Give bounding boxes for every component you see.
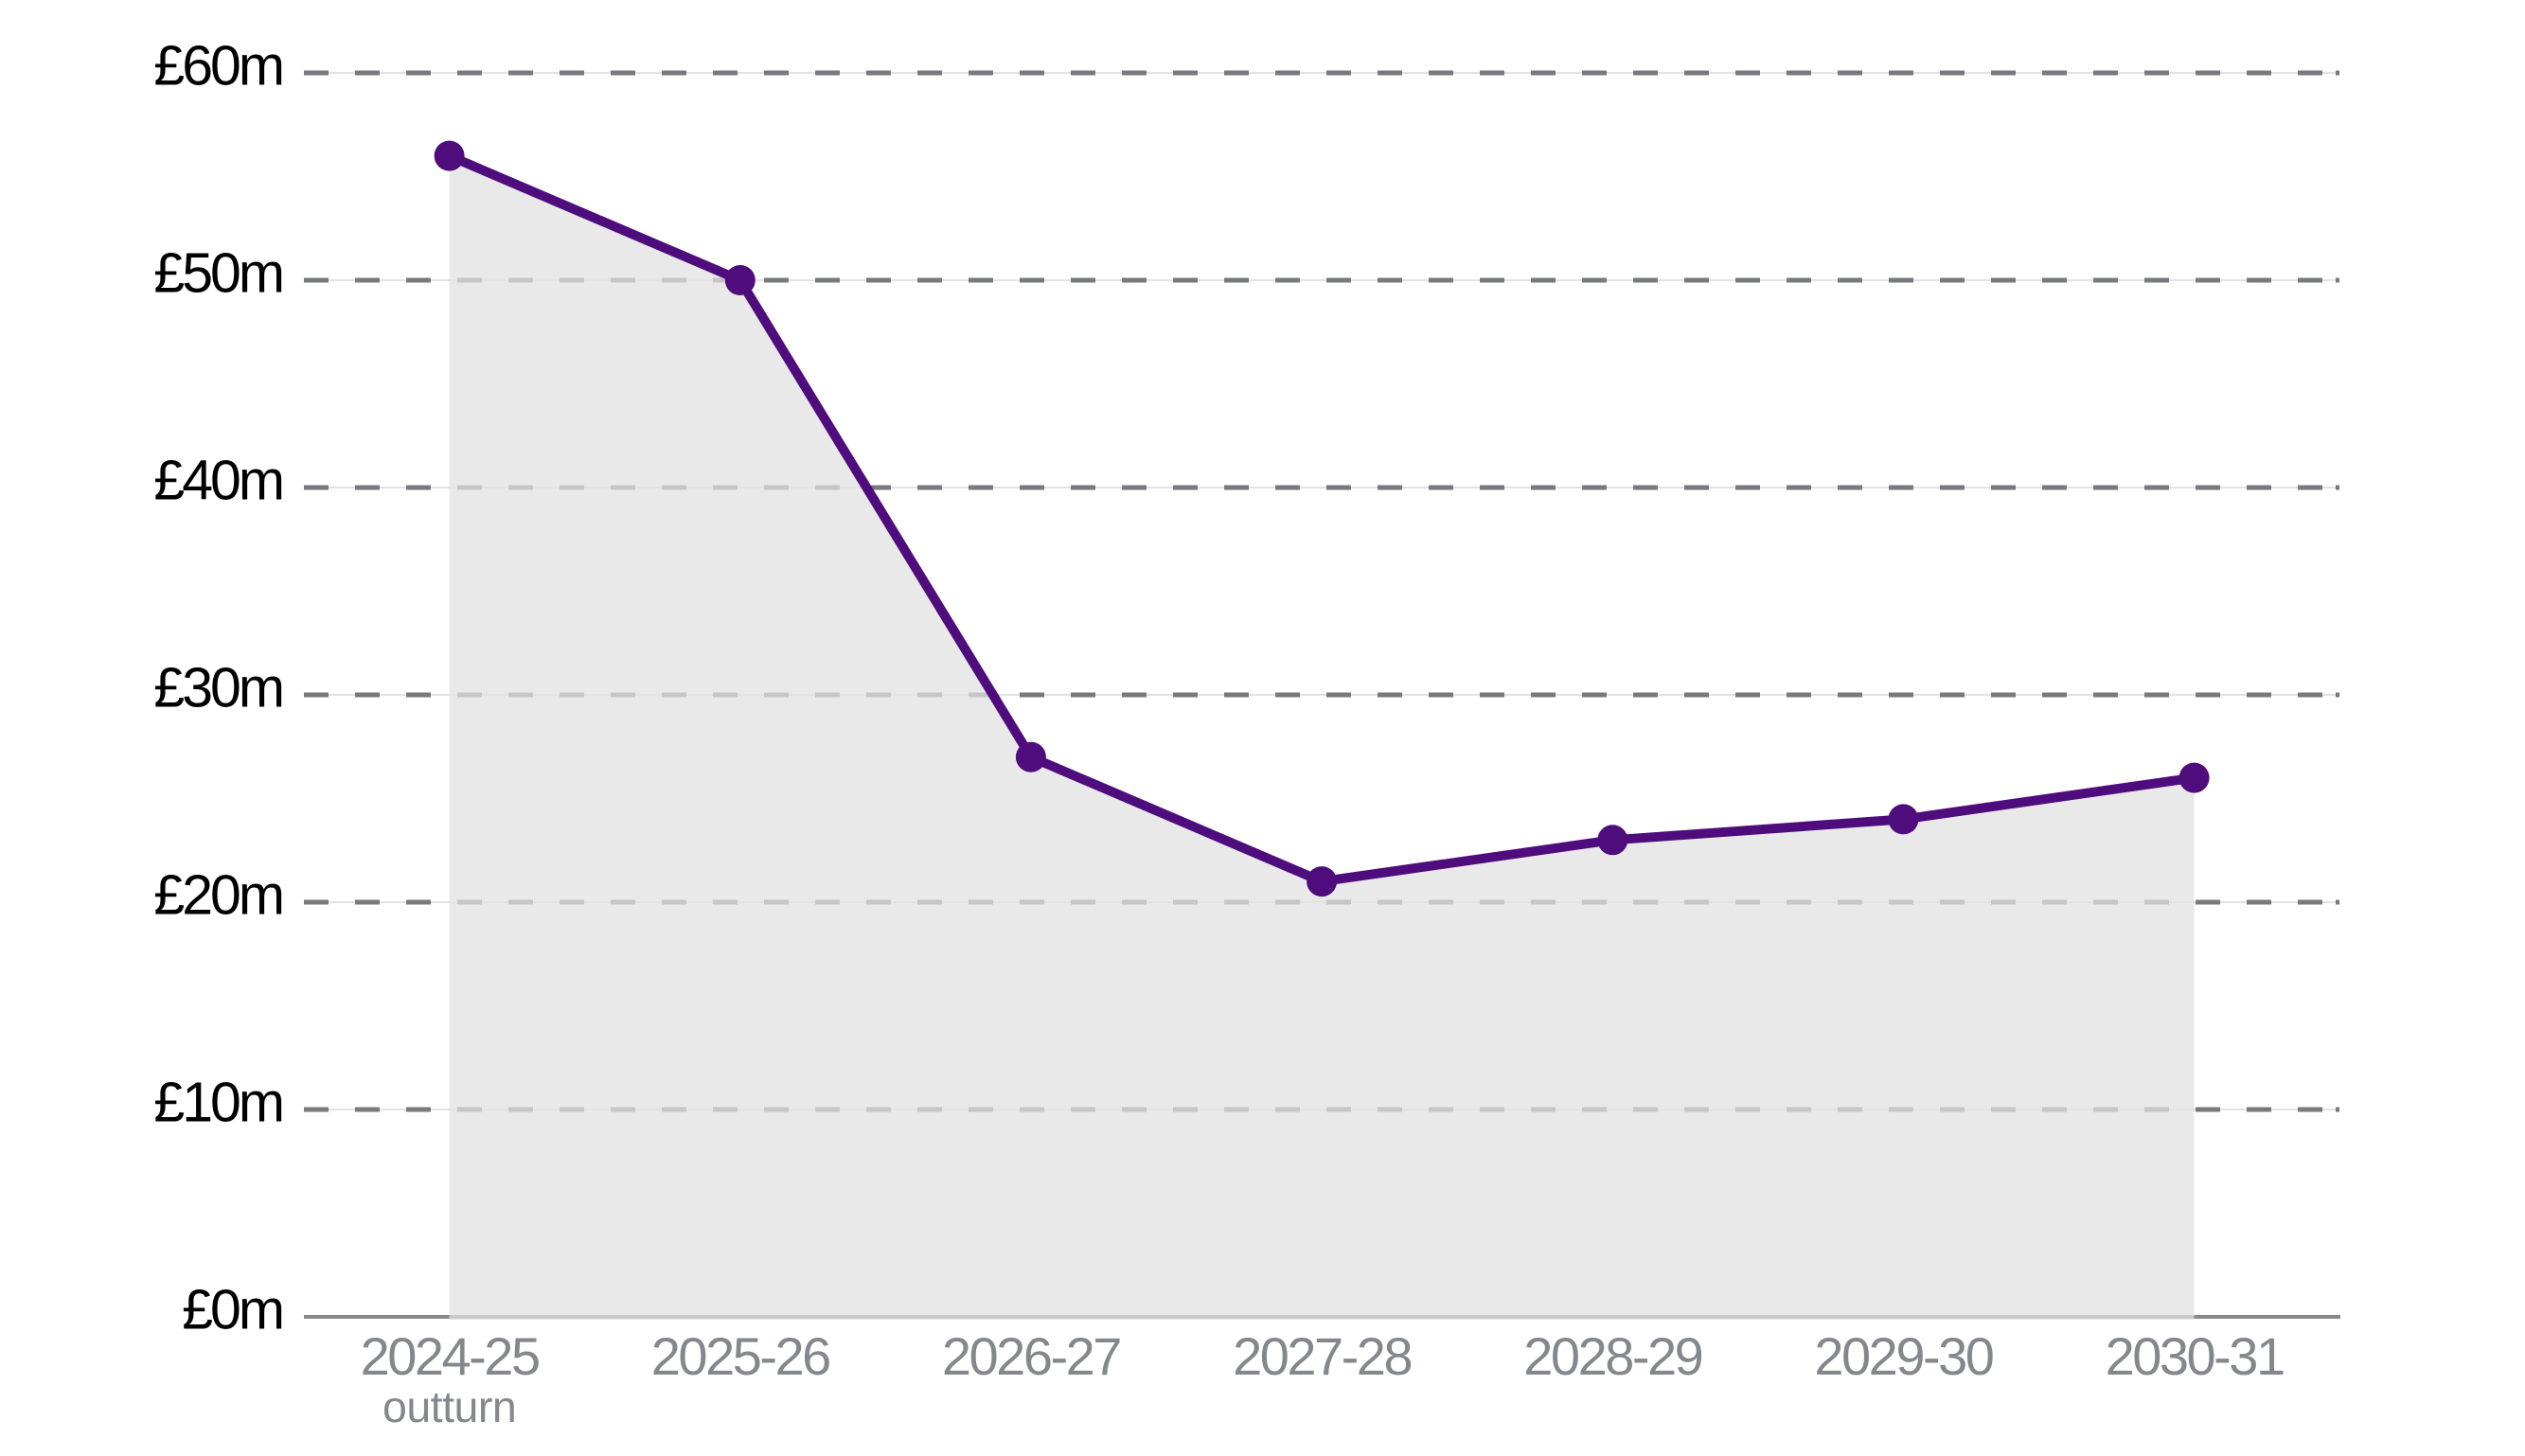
svg-text:2025-26: 2025-26 <box>651 1326 829 1386</box>
svg-text:2027-28: 2027-28 <box>1233 1326 1411 1386</box>
svg-text:2030-31: 2030-31 <box>2106 1326 2284 1386</box>
svg-text:£10m: £10m <box>153 1072 282 1134</box>
svg-text:2026-27: 2026-27 <box>942 1326 1120 1386</box>
svg-text:2029-30: 2029-30 <box>1814 1326 1992 1386</box>
svg-text:£50m: £50m <box>153 242 282 305</box>
svg-text:£0m: £0m <box>182 1279 282 1341</box>
svg-text:£40m: £40m <box>153 450 282 512</box>
svg-text:2024-25: 2024-25 <box>361 1326 539 1386</box>
svg-text:£30m: £30m <box>153 657 282 719</box>
svg-text:£20m: £20m <box>153 864 282 927</box>
svg-text:outturn: outturn <box>382 1382 516 1431</box>
svg-text:2028-29: 2028-29 <box>1523 1326 1701 1386</box>
svg-text:£60m: £60m <box>153 35 282 98</box>
